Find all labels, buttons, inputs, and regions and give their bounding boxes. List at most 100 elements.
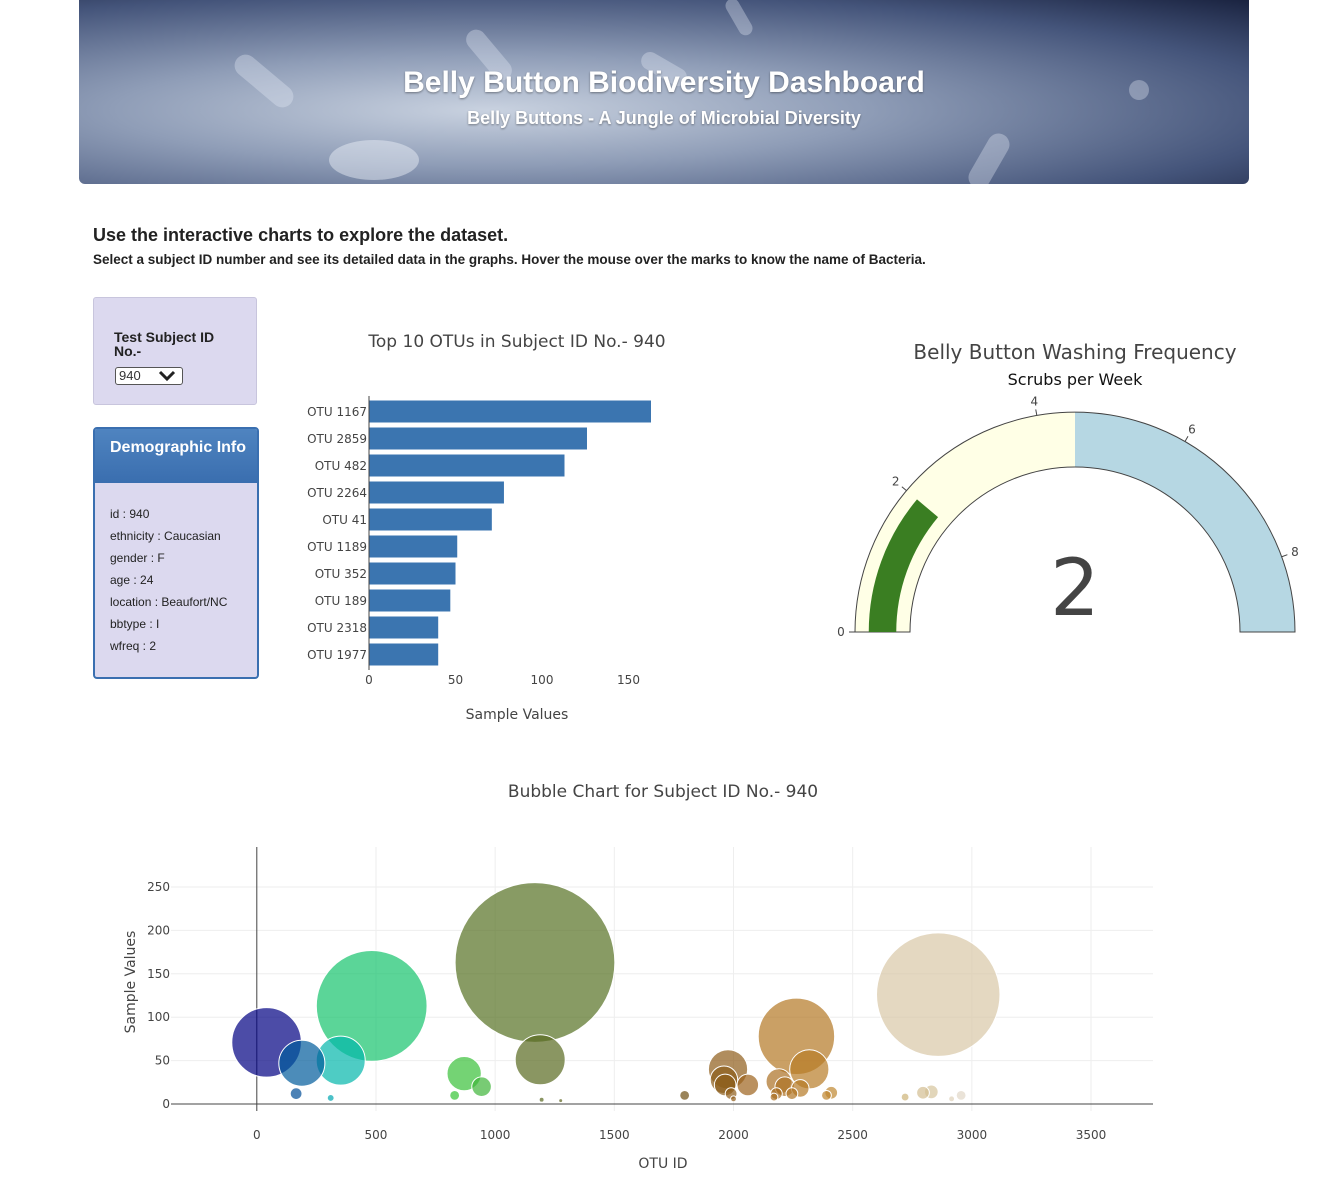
- bubble-x-tick-label: 1500: [599, 1128, 630, 1142]
- bar: [369, 562, 456, 585]
- bar-x-tick-label: 100: [531, 673, 554, 687]
- bubble-y-tick-label: 100: [147, 1010, 170, 1024]
- bubble-y-axis-label: Sample Values: [123, 931, 139, 1034]
- banner-bacterium: [329, 140, 419, 180]
- demographic-item: id : 940: [110, 507, 150, 521]
- bubble: [736, 1073, 760, 1097]
- demographic-item: location : Beaufort/NC: [110, 595, 228, 609]
- bubble-x-tick-label: 3000: [957, 1128, 988, 1142]
- bar-category-label: OTU 2318: [307, 621, 367, 635]
- bubble: [538, 1096, 545, 1103]
- bar-x-tick-label: 150: [617, 673, 640, 687]
- bubble-x-tick-label: 500: [365, 1128, 388, 1142]
- bar-category-label: OTU 189: [315, 594, 367, 608]
- bubble: [454, 882, 616, 1043]
- bubble: [449, 1089, 461, 1101]
- bubble: [326, 1094, 335, 1102]
- banner-bacterium: [722, 0, 756, 38]
- bar: [369, 508, 492, 531]
- bubble-y-tick-label: 150: [147, 967, 170, 981]
- gauge-tick: [1184, 436, 1189, 442]
- bar-chart-title: Top 10 OTUs in Subject ID No.- 940: [367, 332, 665, 352]
- demographic-item: ethnicity : Caucasian: [110, 529, 221, 543]
- demographic-item: bbtype : I: [110, 617, 160, 631]
- bar-category-label: OTU 1977: [307, 648, 367, 662]
- bubble: [821, 1089, 832, 1101]
- demographic-info-list: id : 940 ethnicity : Caucasian gender : …: [95, 483, 257, 661]
- page-subtitle: Belly Buttons - A Jungle of Microbial Di…: [467, 108, 861, 128]
- bubble-chart-title: Bubble Chart for Subject ID No.- 940: [508, 782, 818, 802]
- bubble-x-tick-label: 3500: [1076, 1128, 1107, 1142]
- gauge-tick-label: 6: [1188, 422, 1196, 436]
- bubble: [955, 1089, 967, 1101]
- page-title: Belly Button Biodiversity Dashboard: [403, 66, 925, 99]
- demographic-info-title: Demographic Info: [95, 429, 257, 483]
- subject-selector-label: Test Subject ID No.-: [114, 329, 215, 359]
- banner-bacterium: [964, 129, 1014, 184]
- banner-bacterium: [1129, 80, 1149, 100]
- bar-category-label: OTU 352: [315, 567, 367, 581]
- bubble-x-tick-label: 0: [253, 1128, 261, 1142]
- header-banner: Belly Button Biodiversity Dashboard Bell…: [79, 0, 1249, 184]
- gauge-value-bar: [868, 499, 939, 632]
- bar: [369, 643, 439, 666]
- subject-id-select[interactable]: 940: [115, 367, 183, 385]
- gauge-tick-label: 4: [1031, 395, 1039, 409]
- bar: [369, 481, 504, 504]
- demographic-item: wfreq : 2: [110, 639, 157, 653]
- intro-heading: Use the interactive charts to explore th…: [93, 225, 509, 245]
- bar: [369, 400, 651, 423]
- chevron-down-icon: [158, 368, 176, 386]
- bubble-y-tick-label: 250: [147, 880, 170, 894]
- bubble-x-tick-label: 2000: [718, 1128, 749, 1142]
- demographic-item: age : 24: [110, 573, 154, 587]
- gauge-tick-label: 2: [892, 475, 900, 489]
- bubble-x-tick-label: 1000: [480, 1128, 511, 1142]
- subject-selector-panel: Test Subject ID No.- 940: [93, 297, 257, 405]
- bar-category-label: OTU 1167: [307, 405, 367, 419]
- bar-x-axis-label: Sample Values: [466, 707, 569, 723]
- subject-id-value: 940: [119, 368, 141, 383]
- bubble: [769, 1092, 779, 1102]
- bar-category-label: OTU 2859: [307, 432, 367, 446]
- bubble: [278, 1039, 326, 1087]
- bar: [369, 454, 565, 477]
- bubble: [876, 932, 1001, 1057]
- bubble-y-tick-label: 50: [155, 1054, 170, 1068]
- bubble: [558, 1098, 564, 1104]
- washing-frequency-gauge: Belly Button Washing Frequency Scrubs per…: [837, 340, 1299, 639]
- gauge-tick-label: 0: [837, 625, 845, 639]
- bar: [369, 616, 439, 639]
- bubble-y-tick-label: 0: [162, 1097, 170, 1111]
- bar-x-tick-label: 50: [448, 673, 463, 687]
- gauge-tick-label: 8: [1291, 545, 1299, 559]
- gauge-value: 2: [1050, 544, 1100, 634]
- demographic-info-panel: Demographic Info id : 940 ethnicity : Ca…: [93, 427, 259, 679]
- bar-category-label: OTU 482: [315, 459, 367, 473]
- bubble: [471, 1076, 492, 1097]
- demographic-item: gender : F: [110, 551, 165, 565]
- gauge-step: [855, 412, 1075, 632]
- bar: [369, 589, 451, 612]
- bubble: [900, 1092, 910, 1102]
- gauge-step: [1075, 412, 1295, 632]
- bar-category-label: OTU 1189: [307, 540, 367, 554]
- bubble: [948, 1095, 956, 1103]
- bar-category-label: OTU 41: [322, 513, 367, 527]
- bubble: [916, 1085, 930, 1100]
- bubble-x-tick-label: 2500: [837, 1128, 868, 1142]
- bubble: [730, 1095, 737, 1103]
- bar-category-label: OTU 2264: [307, 486, 367, 500]
- bubble-x-axis-label: OTU ID: [638, 1156, 687, 1172]
- bubble: [785, 1087, 799, 1101]
- bubble-y-tick-label: 200: [147, 923, 170, 937]
- gauge-title: Belly Button Washing Frequency: [913, 340, 1236, 364]
- bubble: [514, 1034, 566, 1086]
- gauge-outline: [854, 411, 1296, 633]
- bubble: [315, 950, 428, 1062]
- bubble: [679, 1089, 691, 1101]
- bar: [369, 535, 458, 558]
- top-otus-bar-chart: Top 10 OTUs in Subject ID No.- 940 OTU 11…: [307, 332, 666, 723]
- bar-x-tick-label: 0: [365, 673, 373, 687]
